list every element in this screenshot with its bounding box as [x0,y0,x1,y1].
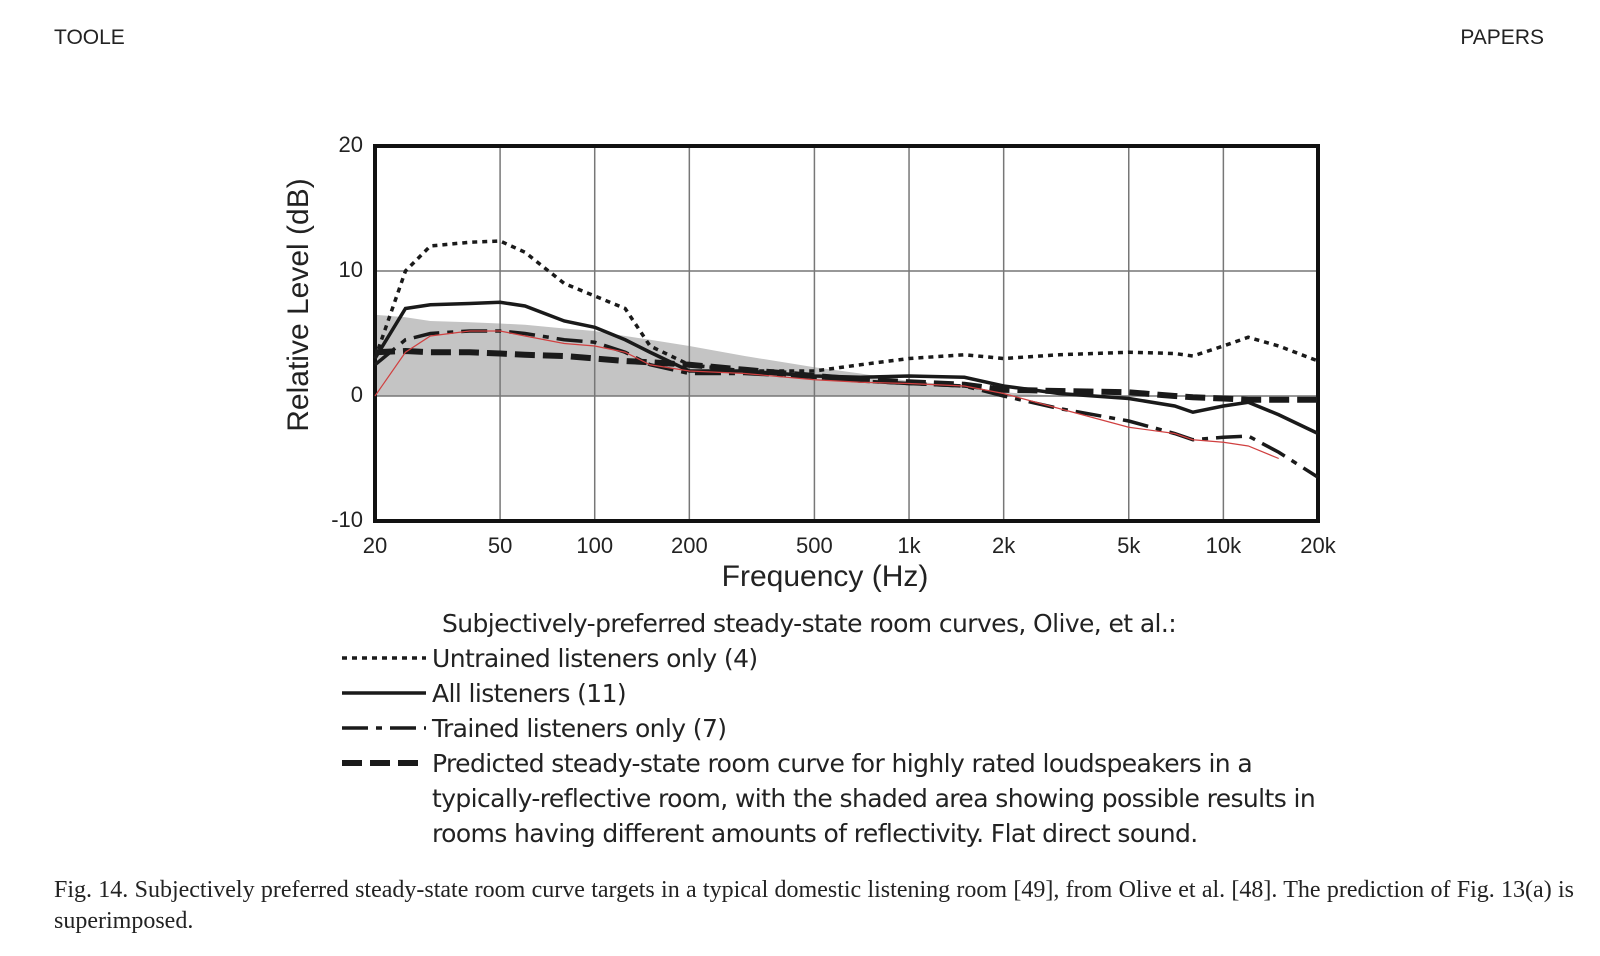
plot-frame [373,144,1320,523]
legend-label: Trained listeners only (7) [432,714,727,743]
legend-label: Untrained listeners only (4) [432,644,758,673]
y-tick-label: 10 [339,257,363,282]
x-tick-label: 20 [363,533,387,558]
x-tick-label: 5k [1117,533,1141,558]
series-line [374,347,1318,403]
chart: Frequency (Hz) Relative Level (dB) -10 0 1… [282,132,1337,593]
header-left: TOOLE [54,26,125,49]
legend-entry: Trained listeners only (7) [340,711,1330,746]
figure-caption: Fig. 14. Subjectively preferred steady-s… [54,877,1574,934]
x-axis-label: Frequency (Hz) [722,560,929,593]
x-tick-label: 10k [1206,533,1242,558]
legend-label: All listeners (11) [432,679,627,708]
legend-swatch [342,656,426,660]
legend-entry: Predicted steady-state room curve for hi… [340,746,1330,851]
legend-swatch [342,726,426,730]
legend-entry: Untrained listeners only (4) [340,641,1330,676]
y-axis-label: Relative Level (dB) [282,178,315,431]
x-tick-label: 500 [796,533,833,558]
x-tick-label: 100 [576,533,613,558]
x-tick-label: 200 [671,533,708,558]
x-tick-label: 50 [488,533,512,558]
x-tick-label: 20k [1300,533,1336,558]
series-line [374,330,1279,460]
x-tick-label: 2k [992,533,1016,558]
header-right: PAPERS [1460,26,1544,49]
legend-title: Subjectively-preferred steady-state room… [442,609,1177,638]
y-tick-label: -10 [331,507,363,532]
y-tick-label: 0 [351,382,363,407]
legend-label: Predicted steady-state room curve for hi… [432,749,1316,848]
x-tick-label: 1k [897,533,921,558]
y-tick-label: 20 [339,132,363,157]
legend-entry: All listeners (11) [340,676,1330,711]
legend-swatch [342,691,426,695]
legend: Subjectively-preferred steady-state room… [340,606,1330,851]
legend-swatch [342,760,426,766]
